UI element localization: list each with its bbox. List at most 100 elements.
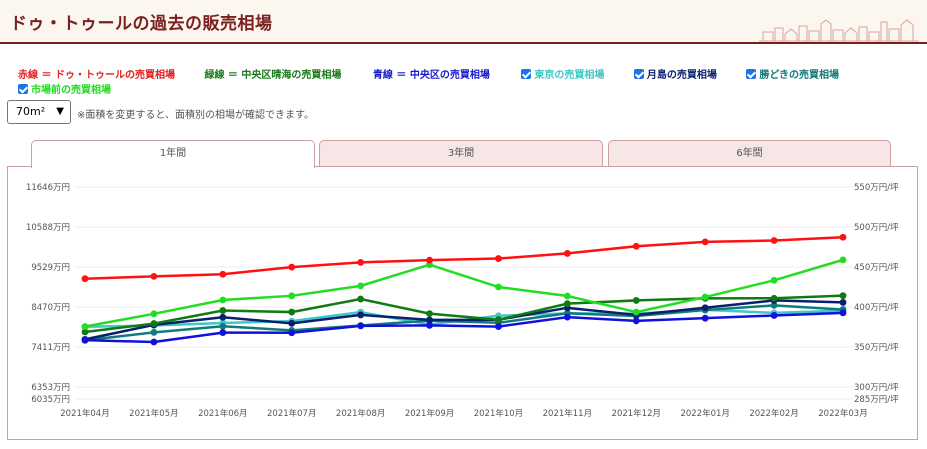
- series-point: [150, 320, 158, 327]
- series-point: [839, 299, 847, 306]
- series-point: [357, 258, 365, 266]
- area-select-value: 70m²: [16, 105, 46, 118]
- series-point: [701, 314, 709, 322]
- checkbox-tokyo-icon[interactable]: [521, 69, 532, 79]
- series-point: [150, 272, 158, 280]
- series-point: [288, 292, 296, 300]
- y-left-tick-label: 9529万円: [31, 263, 70, 273]
- x-tick-label: 2021年11月: [543, 408, 592, 419]
- x-tick-label: 2021年04月: [60, 408, 109, 419]
- series-point: [770, 294, 778, 302]
- legend-blue-label: 青線 ＝ 中央区の売買相場: [372, 70, 490, 81]
- series-point: [563, 313, 571, 321]
- series-line: [84, 299, 844, 341]
- series-point: [495, 283, 502, 291]
- checkbox-kachidoki[interactable]: 勝どきの売買相場: [746, 66, 839, 81]
- legend-row-1: 赤線 ＝ ドゥ・トゥールの売買相場 緑線 ＝ 中央区晴海の売買相場 青線 ＝ 中…: [18, 66, 839, 81]
- series-point: [770, 312, 778, 319]
- checkbox-tsukishima-icon[interactable]: [633, 69, 644, 79]
- series-point: [632, 297, 640, 304]
- series-point: [701, 238, 709, 246]
- series-point: [81, 336, 89, 344]
- series-point: [495, 316, 502, 324]
- series-line: [84, 294, 844, 334]
- checkbox-shijomae[interactable]: 市場前の売買相場: [18, 81, 111, 96]
- tab-3year[interactable]: 3年間: [319, 140, 603, 167]
- series-point: [426, 321, 433, 329]
- x-tick-label: 2021年07月: [267, 408, 316, 419]
- price-chart: 6035万円 6353万円 7411万円 8470万円 9529万円 10588万円 116…: [26, 183, 899, 419]
- skyline-illustration: [759, 19, 919, 42]
- series-point: [563, 250, 571, 257]
- series-point: [219, 322, 227, 330]
- legend-row-2: 市場前の売買相場: [18, 81, 111, 96]
- series-point: [632, 308, 640, 316]
- series-point: [150, 310, 158, 318]
- legend-green-label: 緑線 ＝ 中央区晴海の売買相場: [204, 70, 342, 81]
- series-point: [495, 255, 502, 262]
- page-title: ドゥ・トゥールの過去の販売相場: [10, 14, 273, 34]
- series-point: [150, 328, 158, 336]
- series-point: [81, 323, 89, 330]
- checkbox-tsukishima-label: 月島の売買相場: [646, 70, 717, 81]
- x-tick-label: 2021年05月: [129, 408, 178, 419]
- series-point: [288, 263, 296, 271]
- y-left-tick-label: 8470万円: [31, 303, 70, 313]
- series-point: [839, 292, 847, 300]
- x-tick-label: 2022年01月: [680, 408, 729, 419]
- series-point: [770, 301, 778, 309]
- checkbox-kachidoki-label: 勝どきの売買相場: [759, 70, 840, 81]
- series-point: [495, 323, 502, 330]
- series-point: [632, 242, 640, 250]
- checkbox-tokyo-label: 東京の売買相場: [534, 70, 605, 81]
- y-left-tick-label: 10588万円: [26, 223, 70, 233]
- checkbox-kachidoki-icon[interactable]: [746, 69, 757, 79]
- series-point: [150, 338, 158, 346]
- page-header: ドゥ・トゥールの過去の販売相場: [0, 0, 927, 44]
- area-select[interactable]: 70m² ▼: [7, 100, 71, 124]
- series-point: [357, 322, 365, 330]
- x-tick-label: 2022年03月: [818, 408, 867, 419]
- series-point: [357, 282, 365, 290]
- series-point: [426, 310, 433, 318]
- series-point: [219, 270, 227, 278]
- x-tick-label: 2021年06月: [198, 408, 247, 419]
- series-point: [288, 308, 296, 316]
- series-point: [770, 276, 778, 284]
- x-tick-label: 2022年02月: [749, 408, 798, 419]
- series-point: [839, 309, 847, 317]
- checkbox-shijomae-label: 市場前の売買相場: [31, 85, 111, 96]
- series-point: [219, 329, 227, 336]
- series-point: [219, 296, 227, 304]
- series-point: [632, 317, 640, 325]
- series-point: [426, 256, 433, 264]
- tab-1year[interactable]: 1年間: [31, 140, 315, 168]
- y-left-tick-label: 7411万円: [31, 343, 70, 353]
- y-right-tick-label: 400万円/坪: [854, 303, 899, 313]
- series-line: [84, 311, 844, 344]
- checkbox-shijomae-icon[interactable]: [18, 84, 28, 94]
- series-line: [84, 304, 844, 342]
- series-point: [219, 313, 227, 321]
- chart-panel: 6035万円 6353万円 7411万円 8470万円 9529万円 10588万円 116…: [7, 166, 918, 440]
- y-right-tick-label: 450万円/坪: [854, 263, 899, 273]
- x-tick-label: 2021年12月: [612, 408, 661, 419]
- checkbox-tokyo[interactable]: 東京の売買相場: [521, 66, 604, 81]
- area-note: ※面積を変更すると、面積別の相場が確認できます。: [77, 110, 314, 121]
- series-point: [81, 275, 89, 283]
- tab-6year[interactable]: 6年間: [608, 140, 891, 167]
- series-point: [357, 295, 365, 303]
- series-line: [84, 258, 844, 328]
- y-left-tick-label: 6035万円: [31, 395, 70, 405]
- y-right-tick-label: 285万円/坪: [854, 395, 899, 405]
- y-right-tick-label: 550万円/坪: [854, 183, 899, 193]
- series-point: [839, 256, 847, 264]
- y-left-tick-label: 11646万円: [26, 183, 70, 193]
- x-tick-label: 2021年09月: [405, 408, 454, 419]
- series-point: [701, 293, 709, 301]
- checkbox-tsukishima[interactable]: 月島の売買相場: [633, 66, 717, 81]
- chevron-down-icon: ▼: [56, 106, 64, 117]
- series-point: [426, 316, 433, 324]
- series-point: [81, 328, 89, 336]
- series-point: [288, 319, 296, 327]
